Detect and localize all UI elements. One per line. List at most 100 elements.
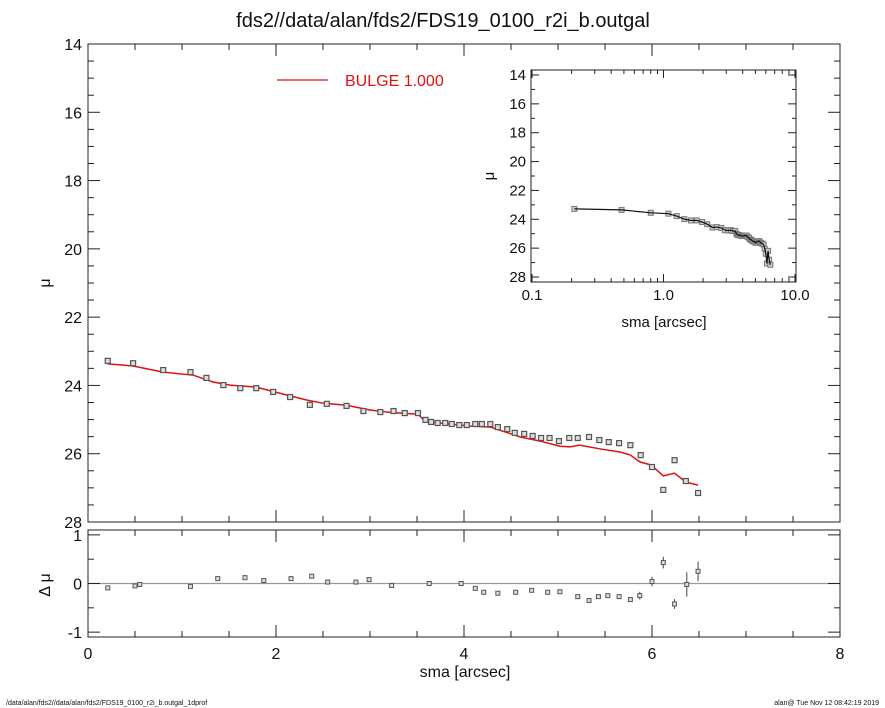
residual-point [353, 579, 359, 585]
x-tick-label: 8 [836, 646, 845, 663]
data-point [585, 433, 593, 441]
data-point [472, 420, 479, 428]
y-tick-label: 16 [509, 96, 526, 113]
residual-point [389, 582, 395, 588]
data-point [555, 437, 563, 445]
y-tick-label: 20 [64, 242, 82, 259]
legend-label: BULGE 1.000 [345, 73, 444, 90]
data-point [478, 420, 485, 428]
residual-point [481, 589, 487, 595]
data-point [694, 489, 702, 497]
data-point [237, 385, 244, 392]
y-tick-label: 26 [64, 447, 82, 464]
data-point [253, 385, 260, 392]
residual-point [684, 581, 690, 587]
inset-plot-frame [530, 69, 797, 283]
data-point [448, 420, 455, 428]
data-point [648, 463, 656, 471]
y-tick-label: 18 [509, 125, 526, 142]
data-point [343, 402, 350, 410]
residual-point [242, 575, 248, 581]
y-tick-label: 18 [64, 174, 82, 191]
x-tick-label: 1.0 [653, 287, 674, 304]
residual-point [545, 589, 551, 595]
data-point [270, 388, 277, 396]
data-point [377, 408, 384, 416]
data-point [605, 439, 612, 446]
residual-point [366, 577, 372, 583]
data-point [682, 477, 689, 485]
residual-point [132, 583, 138, 589]
residual-point [649, 579, 655, 585]
y-tick-label: -1 [68, 625, 82, 642]
data-point [546, 434, 553, 442]
y-tick-label: 14 [509, 67, 526, 84]
data-point [494, 423, 501, 431]
y-tick-label: 28 [64, 515, 82, 532]
data-point [442, 419, 449, 427]
data-point [130, 360, 137, 367]
data-point [203, 374, 210, 382]
bulge-model-line [107, 363, 699, 486]
y-tick-label: 1 [73, 528, 82, 545]
inset-profile-line [574, 208, 771, 265]
data-point [504, 426, 511, 433]
data-point [160, 366, 167, 374]
residual-point [495, 590, 501, 596]
data-point [529, 432, 536, 440]
residual-point [595, 594, 601, 600]
y-tick-label: 24 [509, 211, 526, 228]
residual-point [513, 589, 519, 595]
x-axis-label: sma [arcsec] [420, 664, 511, 681]
inset-y-axis-label: μ [481, 172, 498, 181]
residual-point [215, 576, 221, 582]
data-point [596, 436, 603, 444]
residual-point [472, 585, 478, 591]
y-tick-label: 28 [509, 269, 526, 286]
data-point [487, 420, 494, 428]
data-point [434, 419, 441, 427]
data-point [390, 407, 397, 415]
data-point [401, 409, 408, 417]
residual-y-axis-label: Δ μ [37, 573, 54, 596]
data-point [537, 434, 545, 442]
data-point [511, 429, 518, 436]
residual-point [288, 576, 294, 582]
residual-point [557, 589, 563, 595]
residual-point [586, 598, 592, 604]
data-point [104, 357, 111, 364]
residual-point [695, 568, 701, 574]
y-tick-label: 20 [509, 154, 526, 171]
residual-point [627, 597, 633, 603]
inset-x-axis-label: sma [arcsec] [621, 314, 706, 331]
residual-point [105, 585, 111, 591]
y-tick-label: 26 [509, 240, 526, 257]
data-point [615, 440, 623, 447]
data-point [574, 434, 581, 442]
data-point [422, 416, 429, 424]
residual-point [309, 573, 315, 579]
residual-point [529, 587, 535, 593]
data-point [287, 393, 294, 401]
data-point [428, 418, 435, 426]
x-tick-label: 2 [272, 646, 281, 663]
data-point [414, 409, 422, 417]
data-point [463, 421, 470, 429]
residual-point [137, 581, 143, 587]
residual-point [325, 579, 331, 585]
residual-point [458, 581, 464, 586]
x-tick-label: 0.1 [522, 287, 543, 304]
data-point [566, 434, 573, 442]
residual-point [660, 560, 666, 566]
footer-file-path: /data/alan/fds2//data/alan/fds2/FDS19_01… [6, 700, 207, 707]
y-tick-label: 22 [64, 310, 82, 327]
footer-timestamp: alan@ Tue Nov 12 08:42:19 2019 [774, 700, 879, 707]
residual-point [426, 581, 432, 586]
inset-panel: 14 16 18 20 22 24 26 280.1 1.0 10.0 [509, 67, 809, 304]
y-tick-label: 24 [64, 378, 82, 395]
data-point [360, 407, 367, 415]
data-point [627, 442, 634, 449]
x-tick-label: 4 [460, 646, 469, 663]
data-point [671, 457, 678, 464]
